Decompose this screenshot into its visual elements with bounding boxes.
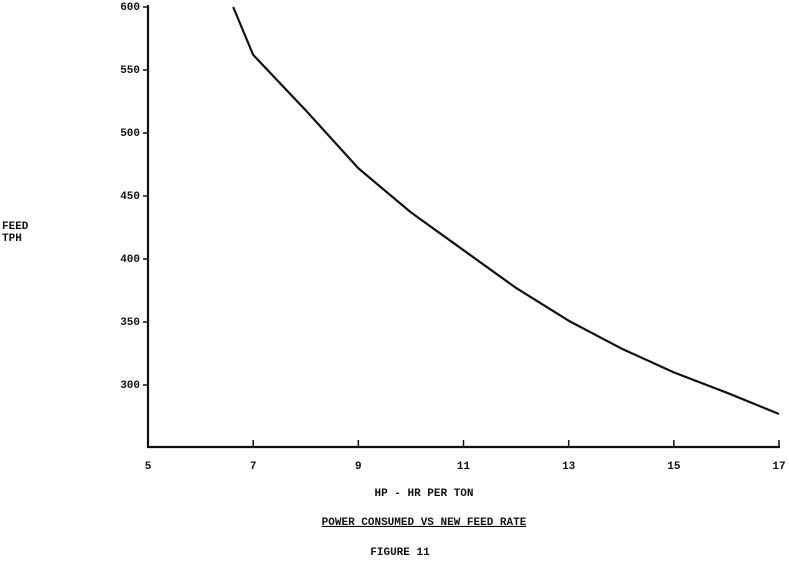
y-tick-label: 600 [120, 2, 140, 14]
chart-title: POWER CONSUMED VS NEW FEED RATE [322, 517, 527, 529]
y-tick-label: 400 [120, 254, 140, 266]
y-tick-label: 500 [120, 128, 140, 140]
x-tick-label: 9 [355, 461, 362, 473]
y-tick-label: 300 [120, 380, 140, 392]
x-axis-label: HP - HR PER TON [374, 488, 473, 500]
x-tick-label: 7 [250, 461, 257, 473]
caption: FIGURE 11 [370, 547, 430, 559]
x-tick-label: 15 [667, 461, 681, 473]
x-tick-label: 11 [457, 461, 471, 473]
x-tick-label: 13 [562, 461, 576, 473]
y-tick-label: 550 [120, 65, 140, 77]
curve [232, 6, 780, 415]
x-tick-label: 5 [145, 461, 152, 473]
y-tick-label: 350 [120, 317, 140, 329]
y-axis-label: FEED [2, 221, 29, 233]
x-tick-label: 17 [772, 461, 785, 473]
y-axis-label: TPH [2, 233, 22, 245]
y-tick-label: 450 [120, 191, 140, 203]
